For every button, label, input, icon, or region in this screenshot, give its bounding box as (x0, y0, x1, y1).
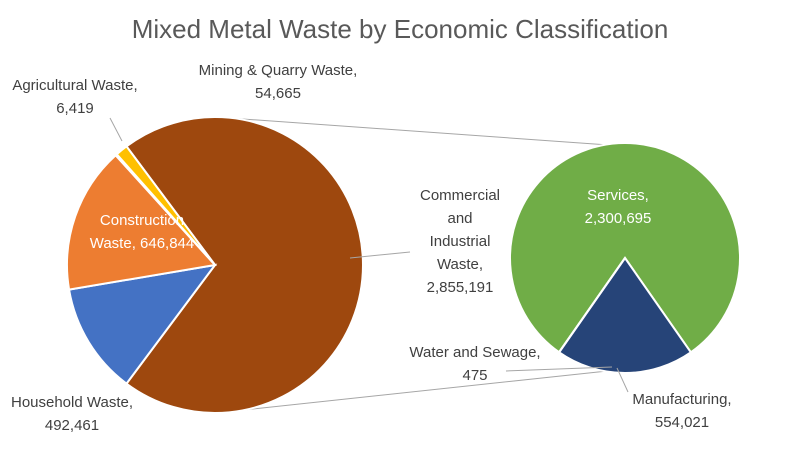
leader-line-water-and-sewage (505, 366, 613, 372)
primary-pie (66, 116, 364, 414)
data-label-agricultural-waste: Agricultural Waste, 6,419 (12, 77, 137, 117)
secondary-pie (509, 142, 741, 375)
chart-title: Mixed Metal Waste by Economic Classifica… (132, 14, 669, 44)
label-leader-lines (109, 117, 629, 393)
pie-slice-commercial-and-industrial-waste (125, 116, 364, 414)
pie-slice-services (509, 142, 741, 354)
data-label-construction-waste: Construction Waste, 646,844 (90, 212, 195, 252)
leader-line-agricultural-waste (109, 117, 123, 142)
pie-slice-manufacturing (557, 256, 693, 375)
pie-slice-water-and-sewage (557, 257, 626, 354)
data-label-water-and-sewage: Water and Sewage, 475 (409, 344, 540, 384)
pie-slice-household-waste (67, 263, 218, 386)
pie-slice-mining-and-quarry-waste (115, 144, 216, 266)
leader-line-commercial-and-industrial-waste (349, 251, 411, 259)
data-label-manufacturing: Manufacturing, 554,021 (632, 391, 731, 431)
data-label-mining-and-quarry-waste: Mining & Quarry Waste, 54,665 (199, 62, 358, 102)
pie-slice-construction-waste (66, 153, 217, 291)
data-labels: Commercial and Industrial Waste, 2,855,191 Ho… (11, 62, 732, 434)
data-label-household-waste: Household Waste, 492,461 (11, 394, 133, 434)
connector-line-top (235, 117, 606, 146)
data-label-services: Services, 2,300,695 (585, 187, 652, 227)
data-label-commercial-and-industrial-waste: Commercial and Industrial Waste, 2,855,191 (420, 187, 500, 296)
connector-line-bottom (245, 370, 606, 411)
leader-line-manufacturing (616, 367, 629, 393)
pie-connector-lines (235, 117, 606, 411)
